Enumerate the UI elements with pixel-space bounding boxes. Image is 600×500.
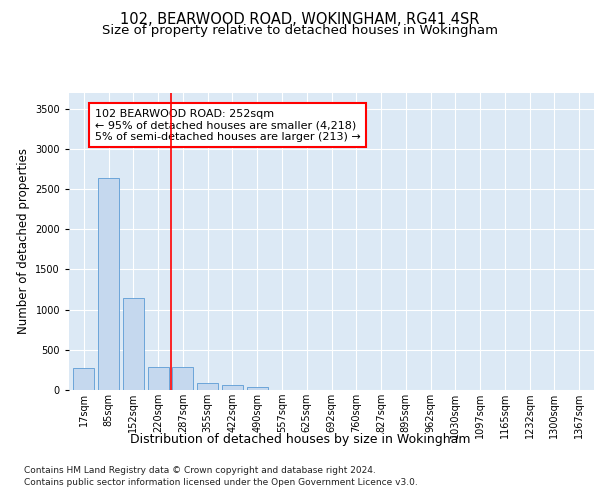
Text: 102 BEARWOOD ROAD: 252sqm
← 95% of detached houses are smaller (4,218)
5% of sem: 102 BEARWOOD ROAD: 252sqm ← 95% of detac…: [95, 108, 361, 142]
Text: 102, BEARWOOD ROAD, WOKINGHAM, RG41 4SR: 102, BEARWOOD ROAD, WOKINGHAM, RG41 4SR: [120, 12, 480, 28]
Bar: [98, 178, 119, 390]
Bar: [148, 366, 169, 390]
Bar: [247, 387, 268, 390]
Y-axis label: Number of detached properties: Number of detached properties: [17, 148, 29, 334]
Bar: [197, 383, 218, 390]
Bar: [73, 368, 94, 390]
Text: Size of property relative to detached houses in Wokingham: Size of property relative to detached ho…: [102, 24, 498, 37]
Bar: [123, 298, 144, 390]
Bar: [222, 385, 243, 390]
Text: Contains public sector information licensed under the Open Government Licence v3: Contains public sector information licen…: [24, 478, 418, 487]
Bar: [172, 366, 193, 390]
Text: Distribution of detached houses by size in Wokingham: Distribution of detached houses by size …: [130, 432, 470, 446]
Text: Contains HM Land Registry data © Crown copyright and database right 2024.: Contains HM Land Registry data © Crown c…: [24, 466, 376, 475]
